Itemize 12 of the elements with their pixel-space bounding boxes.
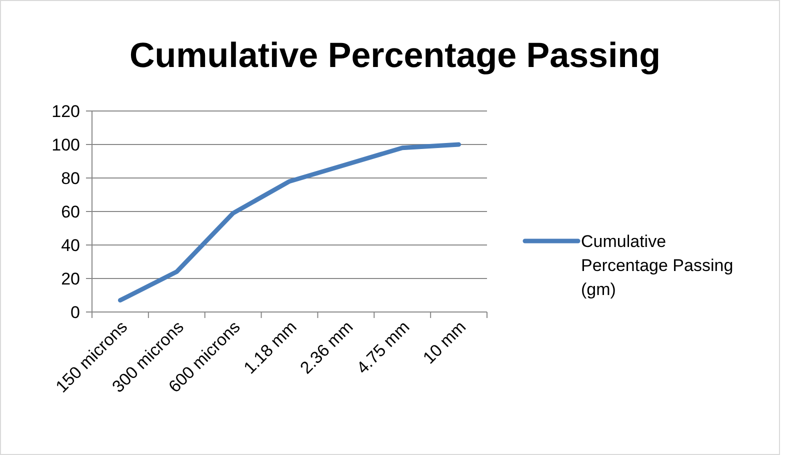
y-tick-label: 40	[61, 236, 80, 255]
y-tick-label: 0	[70, 302, 80, 322]
y-tick-label: 80	[61, 168, 80, 188]
line-series	[118, 142, 462, 303]
chart-title: Cumulative Percentage Passing	[129, 36, 661, 75]
x-tick-label: 4.75 mm	[352, 317, 414, 378]
legend-label: Cumulative Percentage Passing (gm)	[581, 232, 734, 299]
x-tick-label: 10 mm	[419, 317, 470, 368]
y-tick-label: 60	[61, 202, 80, 222]
y-tick-label: 100	[52, 135, 80, 154]
y-tick-label: 20	[61, 269, 80, 288]
y-tick-label: 120	[52, 102, 80, 121]
